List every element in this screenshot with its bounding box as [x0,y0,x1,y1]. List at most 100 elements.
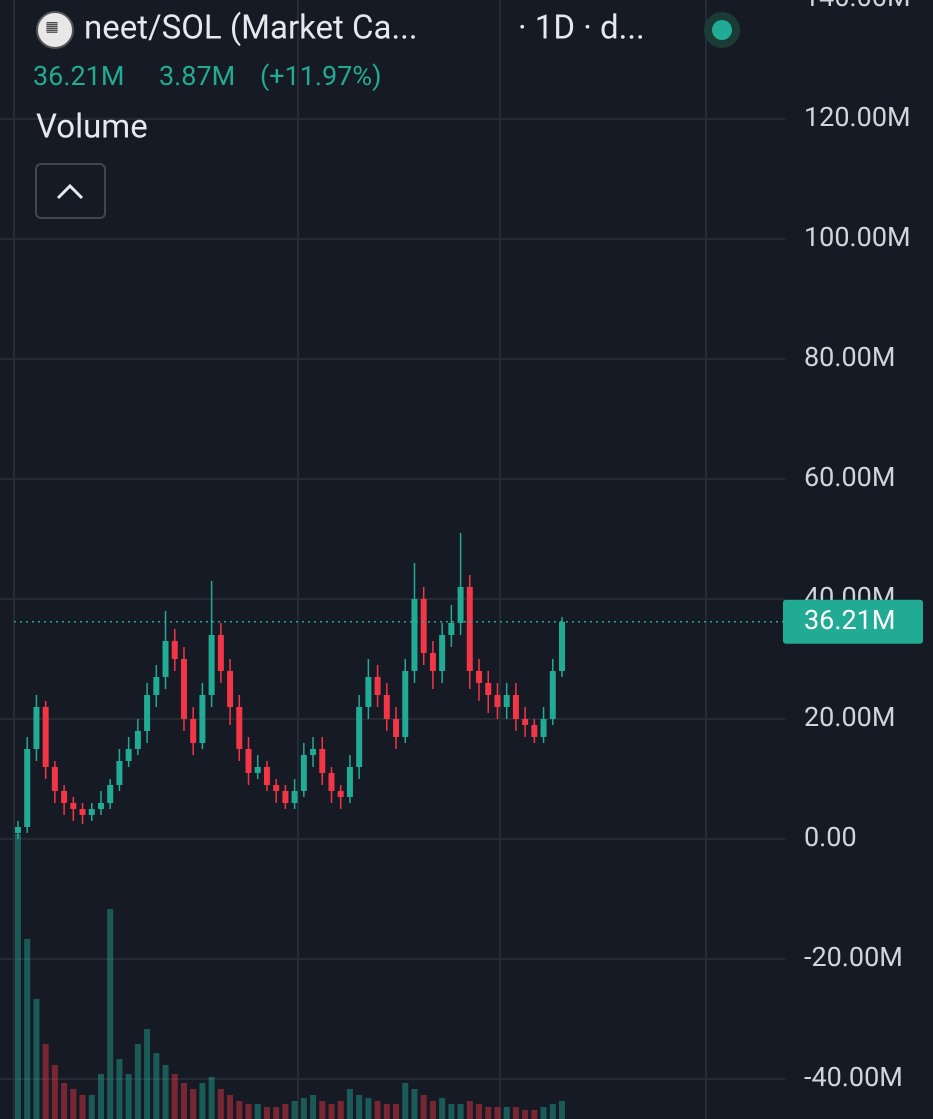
candle-body [227,670,234,707]
candle-body [125,748,132,761]
volume-bar [374,1101,381,1119]
candle-body [512,694,519,719]
price-axis: 140.00M120.00M100.00M80.00M60.00M40.00M2… [14,0,923,1093]
candle-body [282,790,289,803]
candle-body [217,634,224,671]
candle-body [245,748,252,773]
volume-bar [190,1089,197,1119]
candle-body [254,766,261,773]
volume-bar [254,1104,261,1119]
volume-bar [365,1098,372,1119]
volume-bar [116,1059,123,1119]
volume-bar [245,1104,252,1119]
volume-bar [522,1110,529,1119]
candle-body [402,670,409,737]
candle-body [291,790,298,803]
volume-bar [337,1101,344,1119]
last-price-label: 36.21M [804,604,895,636]
candle-body [476,670,483,683]
volume-bar [319,1101,326,1119]
volume-bar [291,1101,298,1119]
volume-bar [328,1104,335,1119]
volume-bar [134,1044,141,1119]
volume-bar [24,939,31,1119]
candle-body [107,784,114,803]
candle-body [337,790,344,797]
volume-bar [282,1104,289,1119]
volume-bar [393,1104,400,1119]
candle-body [51,766,58,791]
volume-bar [208,1077,215,1119]
volume-bar [346,1089,353,1119]
candle-body [134,730,141,749]
candle-body [273,784,280,791]
candle-body [374,676,381,695]
header: ▦ neet/SOL (Market Ca... · 1D · d... 36.… [33,9,740,219]
y-tick-label: 100.00M [804,221,911,253]
candle-body [429,652,436,671]
candle-body [448,622,455,635]
collapse-button[interactable] [35,163,106,219]
legend-value: (+11.97%) [260,60,382,92]
status-dot [712,20,732,40]
candle-body [263,766,270,785]
symbol: neet/SOL (Market Ca... [84,9,418,48]
volume-bar [144,1029,151,1119]
candle-body [328,772,335,791]
volume-bar [88,1095,95,1119]
candle-body [79,808,86,815]
volume-bar [448,1104,455,1119]
volume-bar [559,1101,565,1119]
volume-bar [383,1104,390,1119]
volume-bar [402,1083,409,1119]
candle-body [190,718,197,743]
grid [0,117,785,1080]
candle-body [503,694,510,707]
legend-value: 36.21M [33,60,124,92]
last-price-tag [783,599,923,644]
candle-body [531,724,538,737]
chevron-up [56,183,84,200]
y-tick-label: -40.00M [804,1061,903,1093]
volume-bar [494,1107,501,1119]
volume-bar [420,1095,427,1119]
y-tick-label: 20.00M [804,701,895,733]
y-tick-label: 140.00M [804,0,911,13]
volume-bar [457,1104,464,1119]
candle-body [199,694,206,743]
candle-body [549,670,556,719]
candle-body [466,586,473,671]
volume-bar [503,1107,510,1119]
candle-body [162,640,169,677]
volume-bar [356,1095,363,1119]
candle-body [393,718,400,737]
candle-body [420,598,427,653]
volume-bar [439,1098,446,1119]
candle-body [24,748,31,827]
candle-body [97,802,104,809]
candle-body [236,706,243,749]
volume-bar [273,1107,280,1119]
volume-bar [51,1065,58,1119]
volume-bar [79,1095,86,1119]
candle-body [319,748,326,773]
volume-bar [171,1074,178,1119]
volume-label: Volume [36,108,148,147]
interval: · 1D · d... [518,9,645,48]
candle-body [457,586,464,623]
volume-bar [153,1053,160,1119]
candle-body [208,634,215,695]
candle-body [42,706,49,767]
candle-body [522,718,529,725]
candle-body [144,694,151,731]
volume-bar [540,1107,547,1119]
candle-body [15,826,21,833]
volume-bar [61,1083,68,1119]
volume-bar [227,1095,234,1119]
volume-bar [300,1098,307,1119]
volume-bar [107,909,114,1119]
candle-body [310,748,317,755]
y-tick-label: -20.00M [804,941,903,973]
